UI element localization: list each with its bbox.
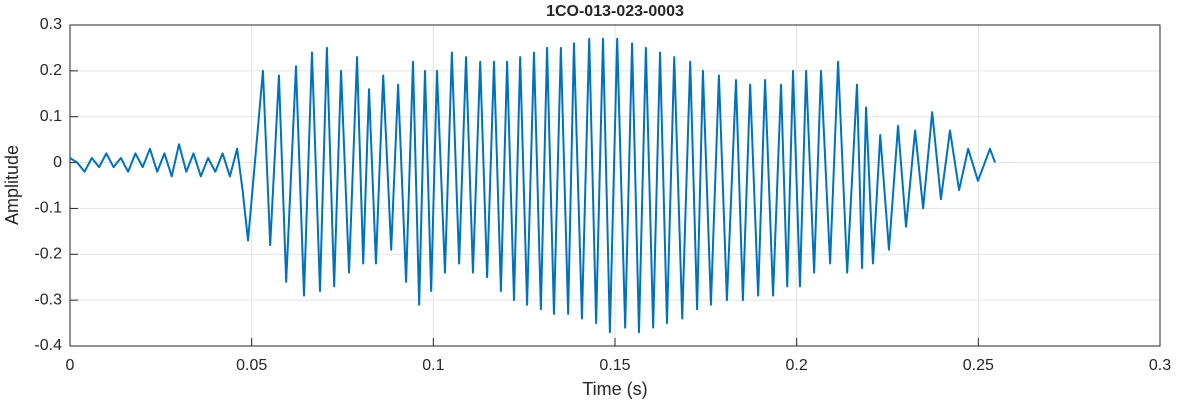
- plot-frame: [69, 24, 1161, 347]
- y-tick-label: -0.1: [34, 200, 62, 217]
- x-tick-label: 0.15: [599, 357, 630, 374]
- y-tick-label: 0.3: [40, 16, 62, 33]
- x-tick-label: 0: [66, 357, 75, 374]
- y-tick-label: -0.2: [34, 246, 62, 263]
- y-tick-label: -0.4: [34, 337, 62, 354]
- y-tick-label: 0.1: [40, 108, 62, 125]
- x-tick-label: 0.05: [236, 357, 267, 374]
- x-tick-label: 0.3: [1149, 357, 1171, 374]
- y-tick-label: 0: [53, 154, 62, 171]
- y-tick-label: -0.3: [34, 291, 62, 308]
- y-tick-label: 0.2: [40, 62, 62, 79]
- x-tick-label: 0.1: [422, 357, 444, 374]
- x-axis-label: Time (s): [582, 379, 647, 399]
- x-tick-label: 0.2: [786, 357, 808, 374]
- y-axis-label: Amplitude: [2, 145, 22, 225]
- chart-title: 1CO-013-023-0003: [546, 3, 684, 20]
- waveform-line: [69, 37, 996, 334]
- x-tick-label: 0.25: [963, 357, 994, 374]
